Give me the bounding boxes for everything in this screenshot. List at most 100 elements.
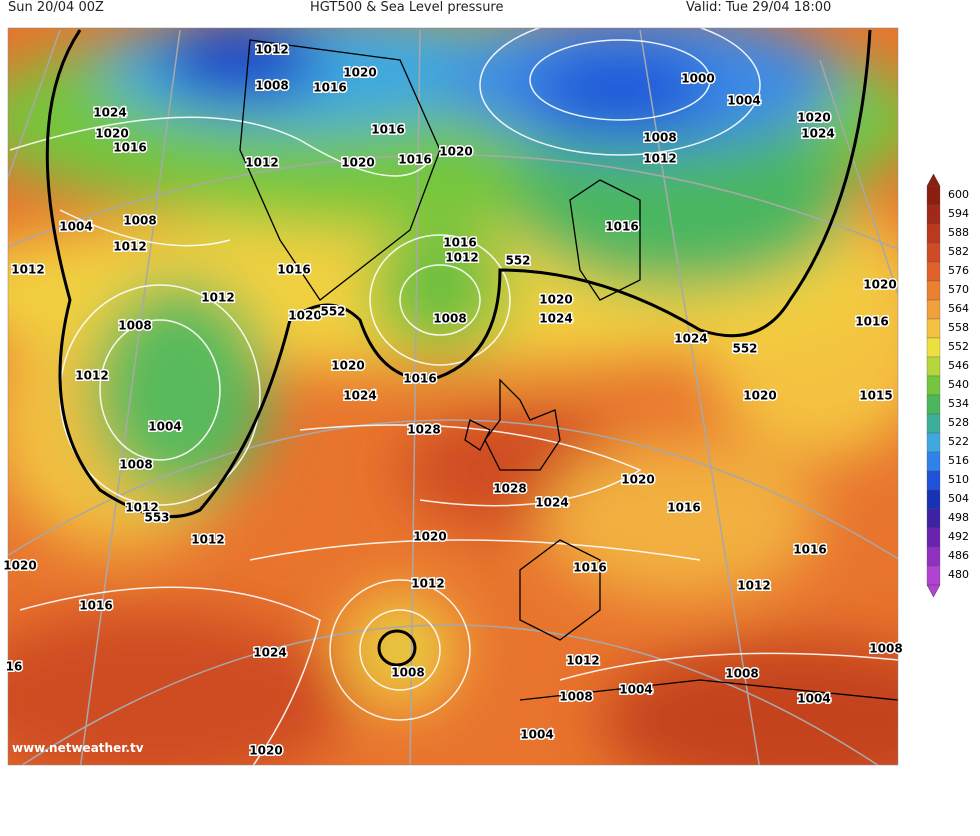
isobar-label: 1028 bbox=[493, 482, 526, 496]
isobar-label: 1024 bbox=[253, 646, 286, 660]
isobar-label: 1012 bbox=[411, 577, 444, 591]
isobar-label: 1016 bbox=[277, 263, 310, 277]
isobar-label: 1024 bbox=[93, 106, 126, 120]
isobar-label: 552 bbox=[320, 305, 345, 319]
colorbar-swatch bbox=[926, 204, 941, 225]
isobar-label: 1016 bbox=[398, 153, 431, 167]
isobar-label: 1008 bbox=[255, 79, 288, 93]
colorbar-swatch bbox=[926, 356, 941, 377]
colorbar-label: 480 bbox=[948, 568, 969, 581]
isobar-label: 1016 bbox=[113, 141, 146, 155]
colorbar-swatch bbox=[926, 280, 941, 301]
graticule bbox=[8, 29, 898, 765]
isobar-label: 1024 bbox=[539, 312, 572, 326]
isobar-label: 1008 bbox=[869, 642, 902, 656]
isobar-label: 1008 bbox=[643, 131, 676, 145]
isobar-label: 1016 bbox=[443, 236, 476, 250]
isobar-label: 1012 bbox=[566, 654, 599, 668]
colorbar-swatch bbox=[926, 432, 941, 453]
colorbar-label: 540 bbox=[948, 378, 969, 391]
isobar-label: 1004 bbox=[797, 692, 830, 706]
colorbar-swatch bbox=[926, 337, 941, 358]
isobar-label: 1028 bbox=[407, 423, 440, 437]
isobar-label: 1008 bbox=[391, 666, 424, 680]
colorbar-swatch bbox=[926, 242, 941, 263]
colorbar-label: 576 bbox=[948, 264, 969, 277]
isobar-label: 1012 bbox=[643, 152, 676, 166]
isobar-label: 1020 bbox=[331, 359, 364, 373]
coastlines bbox=[239, 39, 898, 701]
isobar-label: 1012 bbox=[445, 251, 478, 265]
contour-552 bbox=[45, 29, 872, 667]
colorbar-swatch bbox=[926, 223, 941, 244]
watermark: www.netweather.tv bbox=[12, 741, 144, 755]
isobar-label: 16 bbox=[6, 660, 23, 674]
isobar-label: 1016 bbox=[371, 123, 404, 137]
colorbar-swatch bbox=[926, 565, 941, 586]
map-frame bbox=[7, 27, 899, 766]
isobar-label: 1004 bbox=[520, 728, 553, 742]
isobar-label: 1016 bbox=[403, 372, 436, 386]
isobar-label: 1024 bbox=[674, 332, 707, 346]
run-time: Sun 20/04 00Z bbox=[8, 0, 104, 15]
isobar-label: 1000 bbox=[681, 72, 714, 86]
colorbar-swatch bbox=[926, 508, 941, 529]
isobar-label: 1020 bbox=[249, 744, 282, 758]
colorbar-swatch bbox=[926, 318, 941, 339]
colorbar-label: 516 bbox=[948, 454, 969, 467]
isobar-label: 1012 bbox=[245, 156, 278, 170]
valid-time: Valid: Tue 29/04 18:00 bbox=[686, 0, 832, 15]
isobar-label: 1012 bbox=[737, 579, 770, 593]
isobar-label: 1008 bbox=[119, 458, 152, 472]
colorbar-swatch bbox=[926, 489, 941, 510]
isobar-label: 1020 bbox=[288, 309, 321, 323]
colorbar-swatch bbox=[926, 546, 941, 567]
isobar-label: 1004 bbox=[59, 220, 92, 234]
isobar-label: 1016 bbox=[79, 599, 112, 613]
colorbar-label: 600 bbox=[948, 188, 969, 201]
isobar-label: 1024 bbox=[343, 389, 376, 403]
colorbar-swatch bbox=[926, 299, 941, 320]
colorbar-label: 486 bbox=[948, 549, 969, 562]
isobar-label: 1008 bbox=[123, 214, 156, 228]
colorbar-swatch bbox=[926, 261, 941, 282]
isobar-label: 1016 bbox=[855, 315, 888, 329]
colorbar-swatch bbox=[926, 451, 941, 472]
isobar-label: 1016 bbox=[667, 501, 700, 515]
colorbar-arrow-top bbox=[926, 173, 941, 187]
isobar-label: 1016 bbox=[793, 543, 826, 557]
colorbar-label: 528 bbox=[948, 416, 969, 429]
isobar-label: 1012 bbox=[113, 240, 146, 254]
isobar-label: 1004 bbox=[619, 683, 652, 697]
colorbar-swatch bbox=[926, 470, 941, 491]
isobar-label: 553 bbox=[144, 511, 169, 525]
colorbar-swatch bbox=[926, 394, 941, 415]
colorbar-label: 498 bbox=[948, 511, 969, 524]
colorbar-label: 510 bbox=[948, 473, 969, 486]
isobar-label: 1020 bbox=[341, 156, 374, 170]
isobar-label: 1016 bbox=[573, 561, 606, 575]
colorbar-label: 582 bbox=[948, 245, 969, 258]
isobar-label: 1008 bbox=[559, 690, 592, 704]
isobar-label: 1012 bbox=[11, 263, 44, 277]
colorbar-label: 504 bbox=[948, 492, 969, 505]
colorbar-label: 492 bbox=[948, 530, 969, 543]
map-title: HGT500 & Sea Level pressure bbox=[310, 0, 504, 15]
colorbar-swatch bbox=[926, 185, 941, 206]
isobar-label: 1004 bbox=[727, 94, 760, 108]
isobar-label: 1020 bbox=[95, 127, 128, 141]
isobar-label: 1020 bbox=[439, 145, 472, 159]
isobar-label: 1020 bbox=[743, 389, 776, 403]
isobar-label: 1004 bbox=[148, 420, 181, 434]
colorbar-arrow-bottom bbox=[926, 584, 941, 598]
isobar-label: 1016 bbox=[605, 220, 638, 234]
colorbar-label: 522 bbox=[948, 435, 969, 448]
isobar-label: 1008 bbox=[725, 667, 758, 681]
isobar-label: 1020 bbox=[797, 111, 830, 125]
colorbar-swatch bbox=[926, 375, 941, 396]
map-field bbox=[8, 28, 898, 765]
colorbar-label: 564 bbox=[948, 302, 969, 315]
